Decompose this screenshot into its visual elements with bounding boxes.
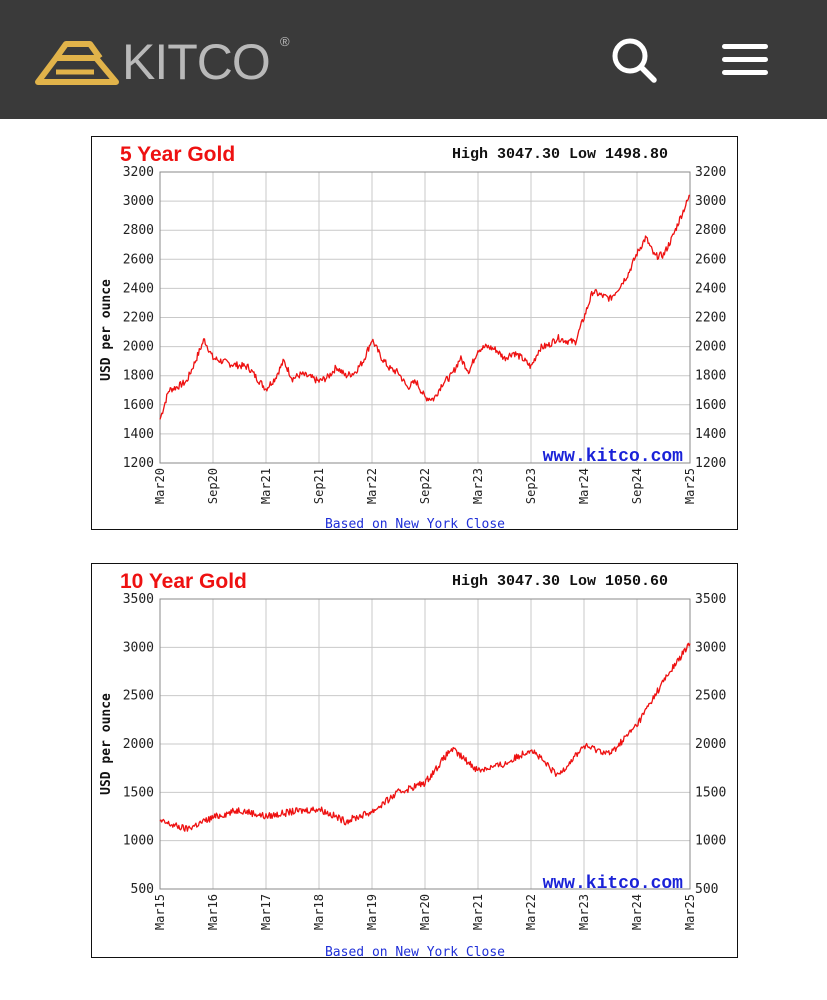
five-year-gold-chart: 5 Year Gold High 3047.30 Low 1498.80 USD…: [91, 136, 738, 530]
ten-year-gold-chart-svg: 10 Year Gold High 3047.30 Low 1050.60 US…: [99, 570, 726, 957]
chart-footer: Based on New York Close: [325, 517, 505, 529]
x-tick-label: Mar22: [365, 468, 379, 504]
logo-wordmark: KITCO: [122, 34, 271, 90]
x-tick-label: Mar17: [259, 894, 273, 930]
x-tick-label: Mar23: [471, 468, 485, 504]
y-tick-label-left: 1600: [123, 398, 154, 413]
x-tick-label: Mar15: [153, 894, 167, 930]
menu-icon[interactable]: [720, 40, 770, 80]
y-axis-label: USD per ounce: [99, 693, 114, 795]
x-tick-label: Mar25: [683, 468, 697, 504]
y-tick-label-right: 3000: [695, 640, 726, 655]
x-tick-label: Mar24: [577, 468, 591, 504]
y-tick-label-right: 2800: [695, 223, 726, 238]
plot-area-border: [159, 171, 691, 464]
y-tick-label-right: 1800: [695, 369, 726, 384]
y-tick-label-left: 2600: [123, 252, 154, 267]
y-tick-label-left: 500: [131, 882, 154, 897]
chart-high-low: High 3047.30 Low 1050.60: [452, 573, 668, 590]
y-tick-label-left: 2800: [123, 223, 154, 238]
y-tick-label-right: 2500: [695, 689, 726, 704]
chart-footer: Based on New York Close: [325, 945, 505, 957]
y-tick-label-right: 1600: [695, 398, 726, 413]
gold-price-series-line: [159, 642, 691, 832]
x-tick-label: Mar16: [206, 894, 220, 930]
kitco-logo-icon: [35, 41, 119, 85]
y-tick-label-left: 2400: [123, 281, 154, 296]
y-tick-label-right: 2400: [695, 281, 726, 296]
y-tick-label-right: 3500: [695, 592, 726, 607]
x-tick-label: Mar19: [365, 894, 379, 930]
x-tick-label: Sep24: [630, 468, 644, 504]
y-tick-label-right: 1200: [695, 456, 726, 471]
kitco-logo[interactable]: KITCO ®: [34, 34, 304, 90]
y-tick-label-left: 1800: [123, 369, 154, 384]
y-tick-label-right: 500: [695, 882, 718, 897]
five-year-gold-chart-svg: 5 Year Gold High 3047.30 Low 1498.80 USD…: [99, 143, 726, 529]
y-tick-label-right: 1500: [695, 785, 726, 800]
y-axis-label: USD per ounce: [99, 279, 114, 381]
x-tick-label: Mar22: [524, 894, 538, 930]
top-navigation-bar: KITCO ®: [0, 0, 827, 119]
chart-watermark: www.kitco.com: [543, 874, 684, 894]
chart-high-low: High 3047.30 Low 1498.80: [452, 146, 668, 163]
chart-watermark: www.kitco.com: [543, 447, 684, 467]
x-tick-label: Sep21: [312, 468, 326, 504]
x-tick-label: Mar24: [630, 894, 644, 930]
y-tick-label-left: 1000: [123, 834, 154, 849]
x-tick-label: Mar23: [577, 894, 591, 930]
y-tick-label-left: 3000: [123, 194, 154, 209]
search-icon[interactable]: [609, 35, 659, 85]
y-tick-label-left: 3000: [123, 640, 154, 655]
y-tick-label-right: 1000: [695, 834, 726, 849]
y-tick-label-left: 2500: [123, 689, 154, 704]
y-tick-label-left: 1200: [123, 456, 154, 471]
y-tick-label-left: 1400: [123, 427, 154, 442]
plot-area-border: [159, 598, 691, 890]
y-tick-label-right: 2200: [695, 311, 726, 326]
y-tick-label-right: 2000: [695, 737, 726, 752]
gold-price-series-line: [159, 194, 691, 420]
x-tick-label: Sep20: [206, 468, 220, 504]
x-tick-label: Sep22: [418, 468, 432, 504]
y-tick-label-left: 2200: [123, 311, 154, 326]
chart-title: 10 Year Gold: [120, 570, 247, 593]
x-tick-label: Mar20: [153, 468, 167, 504]
y-tick-label-right: 3000: [695, 194, 726, 209]
y-tick-label-left: 3500: [123, 592, 154, 607]
registered-mark: ®: [280, 34, 290, 49]
y-tick-label-left: 2000: [123, 340, 154, 355]
y-tick-label-right: 1400: [695, 427, 726, 442]
x-tick-label: Sep23: [524, 468, 538, 504]
x-tick-label: Mar25: [683, 894, 697, 930]
chart-title: 5 Year Gold: [120, 143, 235, 166]
y-tick-label-left: 3200: [123, 165, 154, 180]
x-tick-label: Mar20: [418, 894, 432, 930]
ten-year-gold-chart: 10 Year Gold High 3047.30 Low 1050.60 US…: [91, 563, 738, 958]
x-tick-label: Mar21: [259, 468, 273, 504]
y-tick-label-left: 2000: [123, 737, 154, 752]
y-tick-label-right: 2000: [695, 340, 726, 355]
x-tick-label: Mar21: [471, 894, 485, 930]
y-tick-label-left: 1500: [123, 785, 154, 800]
x-tick-label: Mar18: [312, 894, 326, 930]
y-tick-label-right: 2600: [695, 252, 726, 267]
y-tick-label-right: 3200: [695, 165, 726, 180]
